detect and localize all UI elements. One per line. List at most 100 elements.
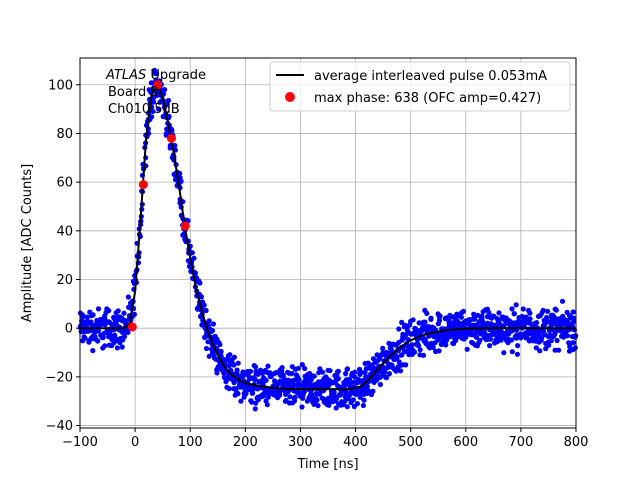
sample-point (131, 311, 138, 317)
sample-point (151, 99, 157, 105)
x-axis-label: Time [ns] (296, 457, 358, 472)
sample-point (508, 337, 515, 343)
sample-point (520, 306, 526, 312)
sample-point (354, 401, 360, 407)
sample-point (121, 333, 128, 340)
sample-point (178, 178, 184, 184)
max-phase-point (153, 80, 163, 90)
sample-point (509, 306, 515, 312)
sample-point (343, 371, 349, 377)
sample-point (102, 343, 108, 349)
sample-point (90, 312, 96, 318)
y-tick-label: 100 (48, 78, 73, 93)
sample-point (198, 294, 204, 300)
legend-box (269, 61, 571, 112)
sample-point (403, 362, 409, 368)
sample-point (84, 314, 90, 320)
sample-point (409, 342, 415, 348)
sample-point (472, 316, 478, 322)
sample-point (291, 377, 297, 383)
sample-point (496, 310, 502, 316)
sample-point (252, 376, 258, 382)
sample-point (238, 382, 244, 388)
sample-point (403, 348, 409, 354)
sample-point (411, 349, 418, 355)
x-tick-label: 200 (233, 435, 258, 450)
sample-point (437, 313, 443, 319)
sample-point (361, 397, 367, 403)
sample-point (396, 326, 402, 332)
sample-point (428, 316, 434, 322)
sample-point (235, 391, 241, 397)
max-phase-point (180, 221, 190, 231)
sample-point (544, 308, 551, 314)
sample-point (280, 373, 286, 379)
legend-entry-average: average interleaved pulse 0.053mA (314, 69, 547, 84)
sample-point (250, 390, 256, 396)
sample-point (443, 337, 450, 343)
sample-point (424, 310, 430, 316)
plot-frame (79, 57, 577, 429)
sample-point (253, 364, 259, 370)
sample-point (509, 349, 515, 355)
sample-point (331, 389, 337, 395)
sample-point (153, 71, 159, 77)
sample-point (263, 377, 269, 383)
sample-point (205, 339, 211, 345)
sample-point (540, 328, 547, 334)
sample-point (548, 338, 554, 344)
sample-point (125, 294, 131, 300)
sample-point (527, 310, 533, 316)
annotation-upgrade: Upgrade (146, 68, 206, 83)
sample-point (335, 376, 341, 382)
sample-point (156, 106, 162, 112)
sample-point (344, 366, 351, 372)
sample-point (420, 352, 427, 358)
y-axis-label: Amplitude [ADC Counts] (20, 164, 35, 322)
sample-point (430, 344, 436, 350)
sample-point (514, 351, 521, 357)
annotation-board: Board 0 (108, 85, 159, 100)
sample-point (308, 377, 314, 383)
x-tick-label: 500 (398, 435, 423, 450)
sample-point (475, 312, 481, 318)
legend-entry-max-phase: max phase: 638 (OFC amp=0.427) (314, 91, 541, 106)
sample-point (252, 406, 258, 412)
sample-point (320, 369, 326, 375)
sample-point (206, 318, 212, 324)
sample-point (554, 337, 560, 344)
sample-point (253, 400, 259, 406)
sample-point (487, 336, 494, 342)
sample-point (296, 377, 302, 383)
sample-point (226, 386, 232, 392)
axis-ticks: −100 0 100 200 300 400 500 600 700 800 −40 −20 0 20 40… (46, 78, 589, 450)
sample-point (572, 345, 578, 351)
sample-point (315, 403, 321, 409)
sample-point (210, 321, 216, 327)
sample-point (316, 370, 322, 376)
sample-point (95, 328, 101, 334)
sample-point (570, 340, 576, 346)
y-tick-label: −40 (46, 419, 73, 434)
sample-point (486, 310, 492, 316)
sample-point (295, 365, 301, 371)
y-tick-label: 60 (56, 176, 73, 191)
sample-point (287, 394, 293, 400)
sample-point (564, 333, 571, 339)
x-tick-label: 400 (343, 435, 368, 450)
sample-point (477, 337, 483, 343)
sample-point (214, 370, 220, 376)
max-phase-point (166, 133, 176, 143)
sample-points (77, 67, 579, 412)
max-phase-point (138, 180, 148, 190)
sample-point (121, 310, 127, 316)
sample-point (238, 398, 244, 404)
sample-point (191, 255, 197, 261)
sample-point (203, 307, 209, 314)
sample-point (189, 250, 195, 256)
sample-point (235, 360, 241, 366)
x-tick-label: 300 (288, 435, 313, 450)
annotation-atlas: ATLAS (105, 68, 146, 83)
sample-point (249, 399, 255, 405)
sample-point (511, 311, 517, 317)
